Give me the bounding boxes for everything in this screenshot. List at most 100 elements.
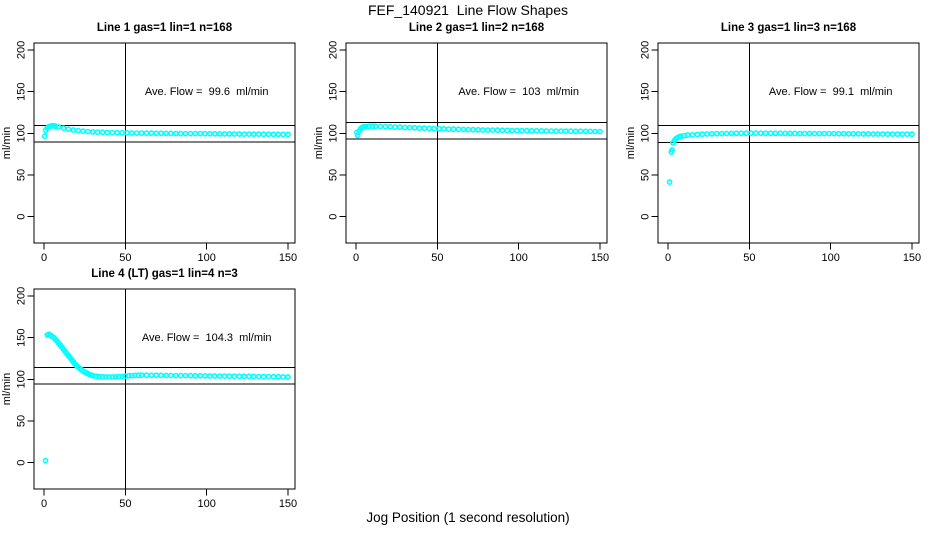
data-point	[436, 125, 442, 132]
y-tick-label: 0	[640, 214, 652, 220]
plot-frame	[33, 288, 296, 490]
x-tick-label: 100	[509, 252, 527, 264]
subplot-line-3: Line 3 gas=1 lin=3 n=168 ml/min 0 50 100 15…	[625, 22, 922, 264]
y-tick-label: 200	[640, 41, 652, 59]
data-point	[748, 130, 754, 137]
data-point	[777, 130, 784, 137]
data-point	[52, 123, 59, 130]
data-point	[372, 123, 379, 130]
data-point	[270, 373, 277, 380]
data-point	[85, 128, 91, 135]
data-point	[285, 131, 291, 138]
data-point	[138, 130, 145, 136]
data-point	[392, 124, 398, 130]
data-point	[884, 131, 891, 137]
x-tick-label: 150	[279, 252, 297, 264]
data-point	[55, 124, 62, 130]
data-point	[128, 372, 135, 379]
x-tick-label: 0	[665, 252, 671, 264]
data-point	[752, 130, 759, 137]
data-point	[801, 130, 808, 137]
data-points	[41, 122, 291, 140]
data-point	[684, 132, 691, 139]
data-point	[280, 131, 286, 138]
data-points	[42, 331, 291, 464]
plot-area: 0 50 100 150 0 50 100 150 200	[640, 41, 922, 264]
y-tick-label: 150	[16, 82, 28, 100]
x-tick-label: 50	[119, 252, 131, 264]
data-point	[426, 125, 433, 132]
data-point	[265, 131, 272, 138]
data-point	[455, 126, 462, 133]
data-point	[757, 130, 764, 137]
data-point	[250, 373, 257, 380]
data-point	[567, 128, 574, 135]
data-point	[102, 374, 109, 380]
data-point	[870, 131, 876, 137]
data-point	[226, 131, 233, 137]
x-tick-label: 100	[197, 252, 215, 264]
y-axis-label: ml/min	[1, 373, 13, 405]
plot-area: 0 50 100 150 0 50 100 150 200	[16, 41, 298, 264]
data-point	[153, 130, 160, 137]
data-point	[811, 130, 818, 137]
y-axis-label: ml/min	[1, 127, 13, 159]
data-point	[246, 373, 252, 380]
data-point	[109, 374, 116, 380]
data-point	[135, 372, 142, 379]
data-point	[275, 131, 282, 138]
data-point	[206, 130, 213, 137]
data-point	[445, 126, 452, 132]
data-point	[187, 372, 194, 379]
data-point	[597, 128, 603, 135]
data-point	[366, 123, 372, 130]
subplot-title: Line 3 gas=1 lin=3 n=168	[721, 22, 857, 34]
data-point	[125, 372, 132, 379]
data-point	[450, 126, 457, 133]
data-point	[416, 125, 423, 131]
data-point	[221, 373, 228, 379]
data-point	[231, 373, 238, 380]
data-point	[845, 130, 852, 137]
data-point	[106, 374, 112, 380]
data-point	[484, 127, 491, 133]
data-point	[197, 372, 204, 379]
data-point	[70, 127, 77, 133]
data-point	[172, 130, 179, 137]
data-point	[163, 130, 169, 137]
y-tick-label: 200	[16, 41, 28, 59]
x-tick-label: 0	[353, 252, 359, 264]
data-point	[211, 373, 218, 379]
data-point	[499, 127, 506, 134]
data-point	[479, 127, 486, 133]
data-points	[666, 130, 915, 185]
data-point	[728, 130, 735, 137]
data-point	[96, 373, 103, 380]
data-point	[689, 131, 696, 138]
data-point	[221, 131, 228, 137]
data-point	[860, 131, 867, 137]
y-axis-label: ml/min	[625, 127, 637, 159]
x-tick-label: 100	[821, 252, 839, 264]
data-point	[421, 125, 428, 132]
y-tick-label: 50	[640, 169, 652, 181]
data-point	[216, 373, 223, 379]
x-tick-label: 0	[41, 252, 47, 264]
x-tick-label: 50	[119, 498, 131, 510]
data-point	[182, 372, 189, 379]
data-point	[787, 130, 793, 137]
data-point	[143, 130, 150, 136]
data-point	[475, 126, 481, 133]
data-point	[850, 130, 857, 137]
data-point	[558, 128, 564, 134]
data-point	[167, 372, 174, 379]
data-point	[206, 373, 213, 379]
data-point	[460, 126, 467, 133]
data-point	[387, 123, 394, 130]
plot-frame	[33, 42, 296, 244]
data-point	[369, 123, 376, 130]
data-point	[260, 131, 267, 138]
data-point	[806, 130, 813, 137]
subplot-title: Line 4 (LT) gas=1 lin=4 n=3	[91, 268, 237, 280]
